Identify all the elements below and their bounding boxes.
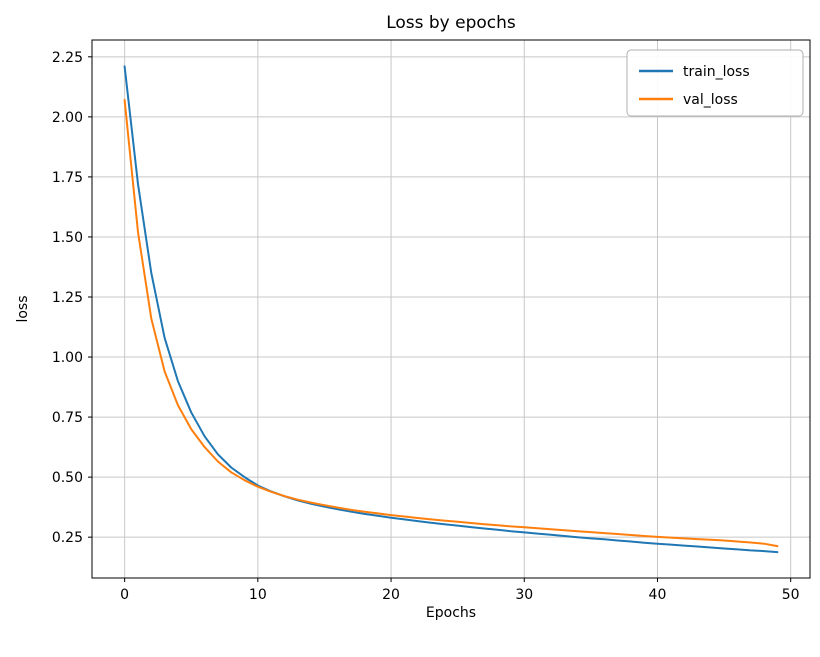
x-tick-label: 30 xyxy=(515,587,533,603)
x-tick-label: 40 xyxy=(649,587,667,603)
series-lines xyxy=(123,65,779,554)
x-tick-label: 50 xyxy=(782,587,800,603)
y-tick-label: 0.25 xyxy=(52,530,83,546)
legend-val-loss-label: val_loss xyxy=(683,92,738,108)
grid-lines xyxy=(92,40,810,578)
y-axis-label: loss xyxy=(15,295,31,322)
tick-labels: 0 10 20 30 40 50 0.25 0.50 0.75 1.00 1.25 1.50 1.75 2… xyxy=(52,50,800,603)
y-tick-label: 1.75 xyxy=(52,170,83,186)
y-tick-label: 2.00 xyxy=(52,110,83,126)
y-tick-label: 0.50 xyxy=(52,470,83,486)
y-tick-label: 1.25 xyxy=(52,290,83,306)
plot-area xyxy=(91,39,811,579)
y-tick-label: 1.50 xyxy=(52,230,83,246)
y-tick-label: 1.00 xyxy=(52,350,83,366)
x-tick-label: 0 xyxy=(120,587,129,603)
x-axis-label: Epochs xyxy=(426,605,476,621)
x-tick-label: 20 xyxy=(382,587,400,603)
tick-marks xyxy=(88,56,792,582)
x-tick-label: 10 xyxy=(249,587,267,603)
legend-train-loss-label: train_loss xyxy=(683,64,750,80)
y-tick-label: 2.25 xyxy=(52,50,83,66)
val_loss-line xyxy=(123,99,779,548)
legend: train_loss val_loss xyxy=(626,49,804,117)
chart-title: Loss by epochs xyxy=(386,13,516,33)
y-tick-label: 0.75 xyxy=(52,410,83,426)
train_loss-line xyxy=(123,65,779,554)
